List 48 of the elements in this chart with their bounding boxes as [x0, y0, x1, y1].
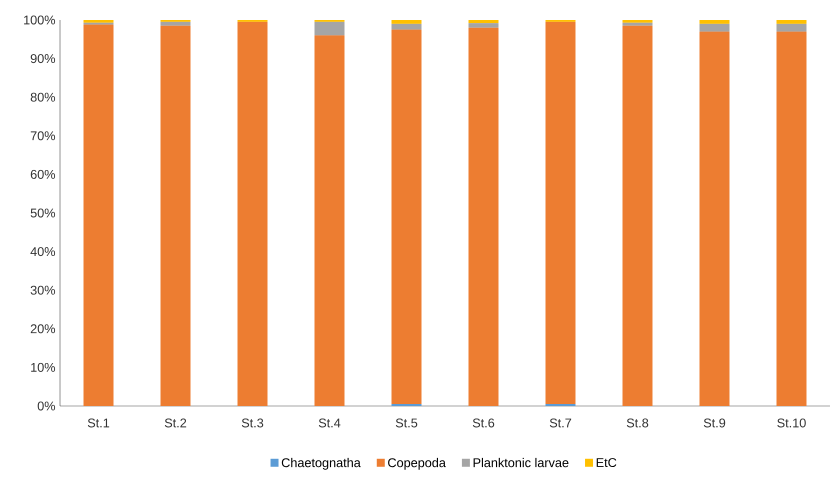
x-tick-label: St.5	[396, 418, 418, 428]
legend-label: EtC	[596, 458, 616, 468]
legend-label: Planktonic larvae	[474, 458, 568, 468]
x-tick-label: St.10	[777, 418, 806, 428]
bar	[622, 26, 652, 406]
y-tick-label: 90%	[30, 54, 56, 64]
bar	[392, 20, 422, 24]
legend-label: Chaetognatha	[282, 458, 361, 470]
y-tick-label: 80%	[30, 92, 56, 102]
bar	[546, 22, 576, 404]
x-tick-label: St.3	[242, 418, 264, 428]
y-tick-label: 100%	[24, 16, 56, 24]
y-tick-label: 50%	[30, 208, 56, 218]
y-tick-label: 10%	[31, 362, 56, 372]
bar	[776, 20, 806, 24]
bar	[700, 20, 730, 24]
bar	[160, 22, 191, 26]
x-tick-label: St.7	[550, 418, 572, 428]
x-tick-label: St.4	[318, 418, 340, 428]
x-tick-label: St.6	[472, 418, 494, 428]
bar	[700, 24, 730, 32]
bar	[314, 35, 345, 406]
bar	[314, 22, 345, 36]
y-tick-label: 60%	[30, 170, 56, 179]
y-tick-label: 70%	[30, 131, 56, 140]
y-tick-label: 20%	[30, 324, 56, 334]
bar	[392, 24, 422, 30]
y-tick-label: 30%	[30, 286, 56, 295]
bar	[622, 22, 652, 26]
bar	[84, 24, 114, 406]
bar	[468, 28, 498, 406]
x-tick-label: St.9	[704, 418, 726, 428]
legend-label: Copepoda	[388, 458, 446, 470]
x-tick-label: St.1	[88, 418, 110, 428]
bar	[700, 32, 730, 406]
bar	[392, 30, 422, 404]
bar	[238, 22, 268, 406]
bar	[84, 20, 114, 23]
bar	[468, 23, 498, 28]
x-tick-label: St.2	[164, 418, 186, 428]
bar	[468, 20, 498, 24]
bar	[622, 20, 652, 23]
y-tick-label: 40%	[30, 247, 56, 256]
y-tick-label: 0%	[38, 402, 56, 410]
x-tick-label: St.8	[626, 418, 648, 428]
bar	[776, 32, 806, 406]
bar	[160, 26, 191, 406]
bar	[776, 24, 806, 32]
